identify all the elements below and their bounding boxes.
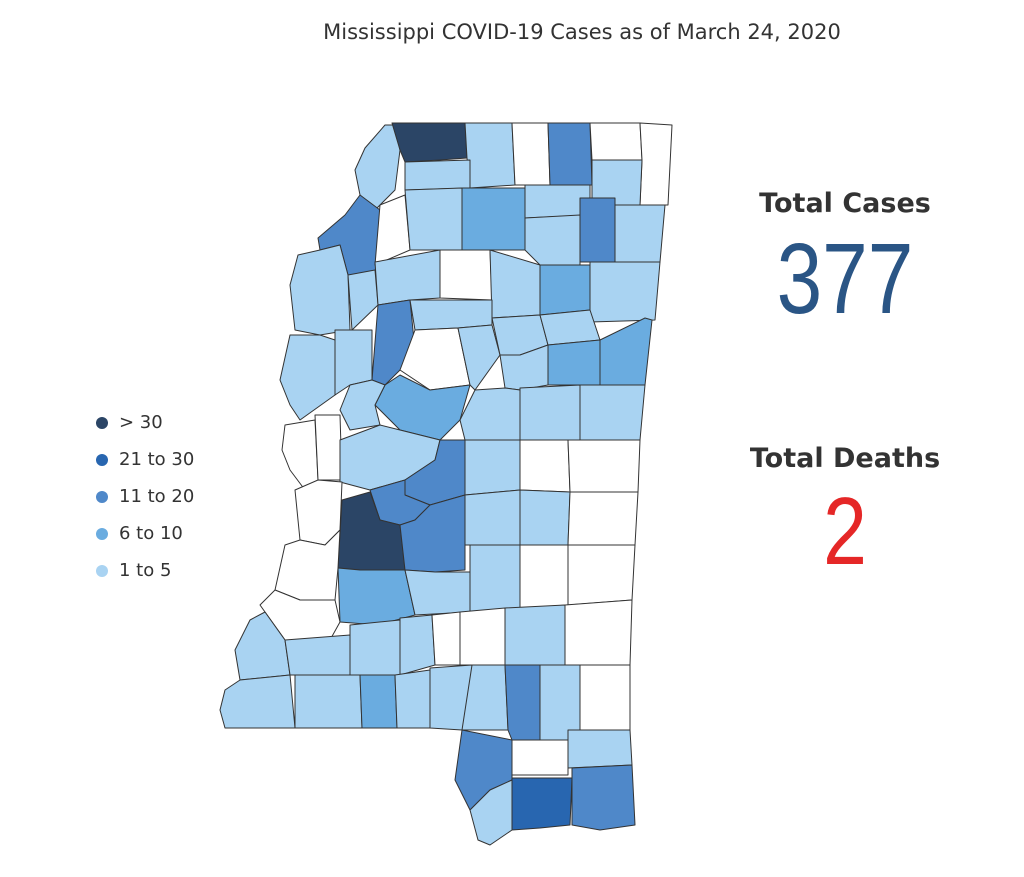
legend: > 30 21 to 30 11 to 20 6 to 10 1 to 5 <box>96 404 194 589</box>
county <box>504 604 566 666</box>
county <box>294 674 363 729</box>
county <box>431 611 461 666</box>
county <box>511 777 573 831</box>
county <box>567 439 641 493</box>
county <box>409 299 493 331</box>
county <box>567 491 639 546</box>
county <box>589 261 661 323</box>
county <box>519 544 569 609</box>
county <box>567 544 636 606</box>
county <box>349 619 401 676</box>
county <box>547 122 593 186</box>
county <box>457 324 501 391</box>
legend-swatch <box>96 564 108 577</box>
county <box>459 607 506 666</box>
county <box>439 249 493 301</box>
county <box>279 334 336 421</box>
county <box>404 187 463 251</box>
county <box>564 599 633 666</box>
county <box>314 414 343 481</box>
county <box>519 439 571 493</box>
legend-label: 21 to 30 <box>119 449 195 470</box>
county <box>339 379 386 431</box>
county <box>489 249 541 319</box>
total-deaths-label: Total Deaths <box>749 443 941 474</box>
total-cases-label: Total Cases <box>759 188 931 219</box>
legend-label: 11 to 20 <box>119 486 195 507</box>
total-deaths-value: 2 <box>823 478 867 585</box>
county <box>519 384 581 441</box>
legend-swatch <box>96 527 108 540</box>
county <box>504 664 541 741</box>
county <box>639 122 673 206</box>
county <box>459 387 521 441</box>
total-cases-panel: Total Cases 377 <box>705 188 985 329</box>
county <box>464 122 516 189</box>
county <box>464 489 521 546</box>
legend-swatch <box>96 453 108 466</box>
county <box>391 122 468 163</box>
legend-label: 1 to 5 <box>119 560 172 581</box>
map-title: Mississippi COVID-19 Cases as of March 2… <box>323 20 841 44</box>
legend-swatch <box>96 416 108 429</box>
county <box>404 159 471 191</box>
county <box>539 664 581 741</box>
county <box>359 674 398 729</box>
county <box>281 419 319 491</box>
county <box>347 269 379 331</box>
legend-item: 21 to 30 <box>96 441 194 478</box>
legend-item: 11 to 20 <box>96 478 194 515</box>
county <box>571 764 636 831</box>
legend-item: 1 to 5 <box>96 552 194 589</box>
county <box>614 204 666 263</box>
county <box>539 309 601 346</box>
legend-label: > 30 <box>119 412 163 433</box>
county <box>511 122 551 186</box>
county <box>567 729 633 769</box>
county <box>524 214 581 266</box>
county <box>219 674 296 729</box>
county <box>374 249 441 306</box>
county <box>579 197 616 263</box>
legend-swatch <box>96 490 108 503</box>
county <box>589 122 643 161</box>
county <box>519 489 571 546</box>
legend-label: 6 to 10 <box>119 523 183 544</box>
county <box>374 194 411 266</box>
county <box>539 264 591 316</box>
county <box>337 567 416 626</box>
county <box>284 634 351 676</box>
county <box>599 317 653 386</box>
county <box>579 664 631 731</box>
county <box>579 384 646 441</box>
total-cases-value: 377 <box>776 223 914 335</box>
total-deaths-panel: Total Deaths 2 <box>705 443 985 580</box>
county <box>464 439 521 496</box>
county <box>461 187 526 251</box>
county <box>399 614 436 676</box>
county <box>289 244 351 336</box>
county <box>469 544 521 613</box>
legend-item: > 30 <box>96 404 194 441</box>
county <box>547 339 601 386</box>
county <box>394 669 431 729</box>
legend-item: 6 to 10 <box>96 515 194 552</box>
county <box>404 569 471 616</box>
county <box>511 739 569 776</box>
